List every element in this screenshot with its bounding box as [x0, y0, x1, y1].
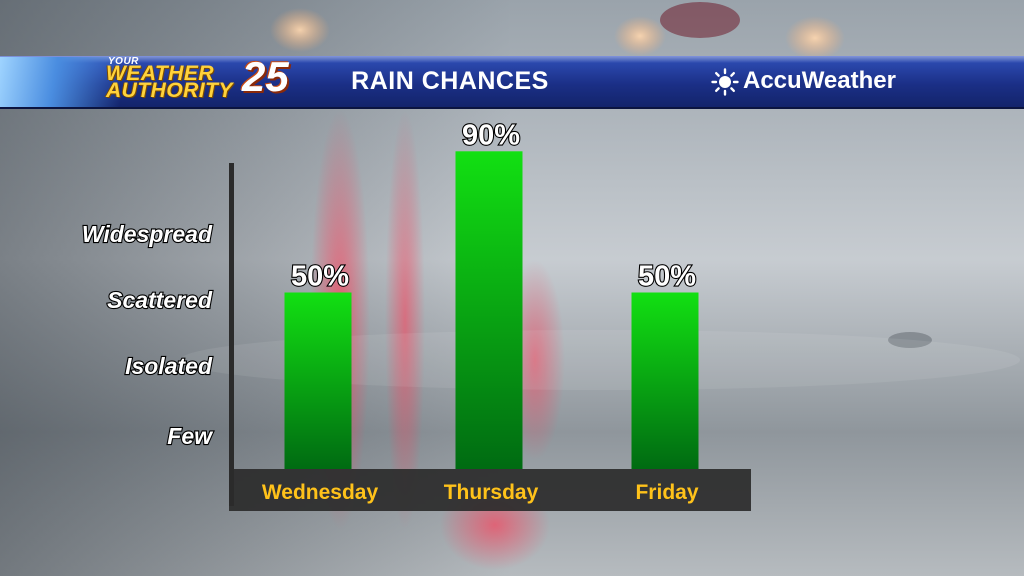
- category-label-friday: Friday: [635, 481, 698, 504]
- bar-thursday: [455, 151, 523, 470]
- value-label-friday: 50%: [638, 261, 696, 293]
- y-level-label: Scattered: [107, 287, 213, 313]
- value-label-thursday: 90%: [462, 119, 520, 151]
- bar-wednesday: [284, 292, 352, 469]
- bar-friday: [631, 292, 699, 469]
- y-level-label: Few: [167, 423, 214, 449]
- y-level-label: Widespread: [82, 221, 213, 247]
- logo-burst: [0, 57, 120, 107]
- page-title: RAIN CHANCES: [351, 67, 549, 95]
- header-shine: [0, 57, 1024, 63]
- x-axis-band: [229, 469, 751, 511]
- logo-number: 25: [242, 53, 289, 100]
- sun-icon: [711, 68, 739, 96]
- station-logo: YOUR WEATHER AUTHORITY 25: [104, 53, 324, 102]
- y-level-label: Isolated: [125, 353, 213, 379]
- category-label-thursday: Thursday: [444, 481, 539, 504]
- y-axis-line: [229, 163, 234, 506]
- category-label-wednesday: Wednesday: [262, 481, 379, 504]
- logo-line1: WEATHER: [106, 62, 215, 85]
- value-label-wednesday: 50%: [291, 261, 349, 293]
- logo-top-text: YOUR: [108, 56, 139, 67]
- logo-line2: AUTHORITY: [106, 79, 233, 102]
- header-bar: [0, 56, 1024, 109]
- partner-logo-text: AccuWeather: [743, 67, 896, 94]
